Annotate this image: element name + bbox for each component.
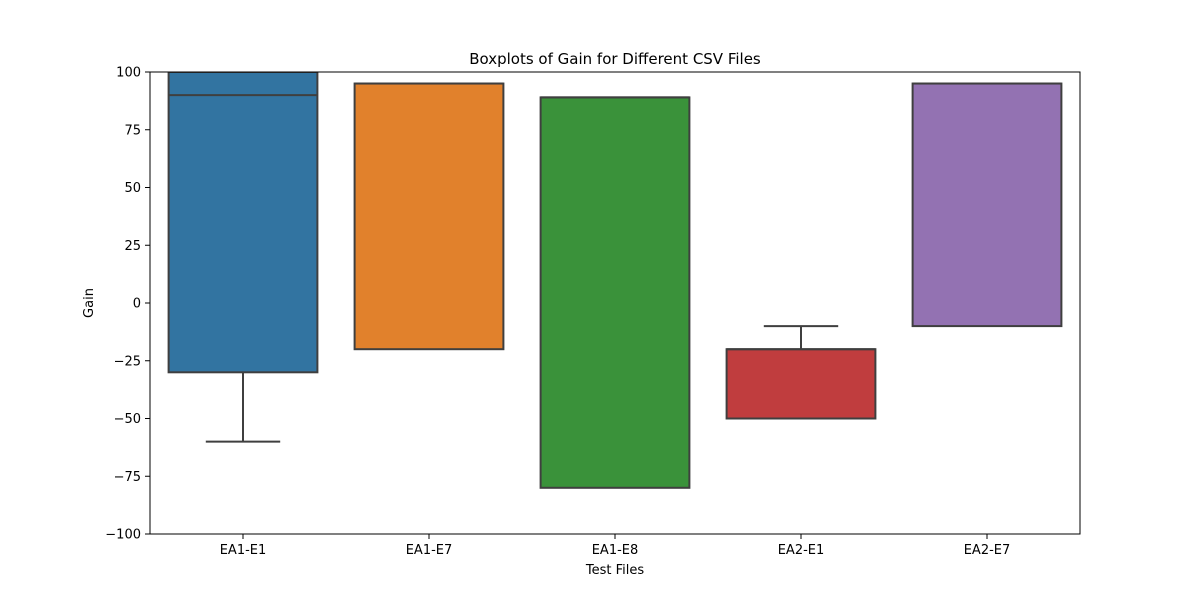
box-body	[911, 82, 1063, 328]
box-ea2-e7	[911, 82, 1063, 328]
y-tick-label: 25	[124, 239, 141, 254]
y-tick-label: 100	[116, 66, 141, 81]
y-tick-label: −50	[114, 412, 141, 427]
box-ea2-e1	[725, 325, 877, 420]
box-body	[725, 348, 877, 420]
y-axis-label: Gain	[82, 288, 97, 318]
x-tick-label: EA1-E1	[220, 543, 267, 558]
x-axis-label: Test Files	[585, 563, 644, 578]
y-tick-label: 0	[133, 297, 141, 312]
box-body	[353, 82, 505, 351]
x-axis-ticks: EA1-E1 EA1-E7 EA1-E8 EA2-E1 EA2-E7	[220, 534, 1011, 558]
y-tick-label: −75	[114, 470, 141, 485]
y-tick-label: −25	[114, 354, 141, 369]
box-body	[167, 72, 319, 374]
box-ea1-e8	[539, 96, 691, 489]
y-tick-label: 50	[124, 181, 141, 196]
box-ea1-e7	[353, 82, 505, 351]
y-tick-label: −100	[105, 528, 141, 543]
x-tick-label: EA2-E7	[964, 543, 1011, 558]
box-body	[539, 96, 691, 489]
x-tick-label: EA2-E1	[778, 543, 825, 558]
y-axis-ticks: −100 −75 −50 −25 0 25 50 75 100	[105, 66, 150, 543]
x-tick-label: EA1-E8	[592, 543, 639, 558]
chart-title: Boxplots of Gain for Different CSV Files	[469, 50, 761, 68]
x-tick-label: EA1-E7	[406, 543, 453, 558]
box-marks	[167, 72, 1063, 489]
y-tick-label: 75	[124, 123, 141, 138]
box-ea1-e1	[167, 72, 319, 443]
